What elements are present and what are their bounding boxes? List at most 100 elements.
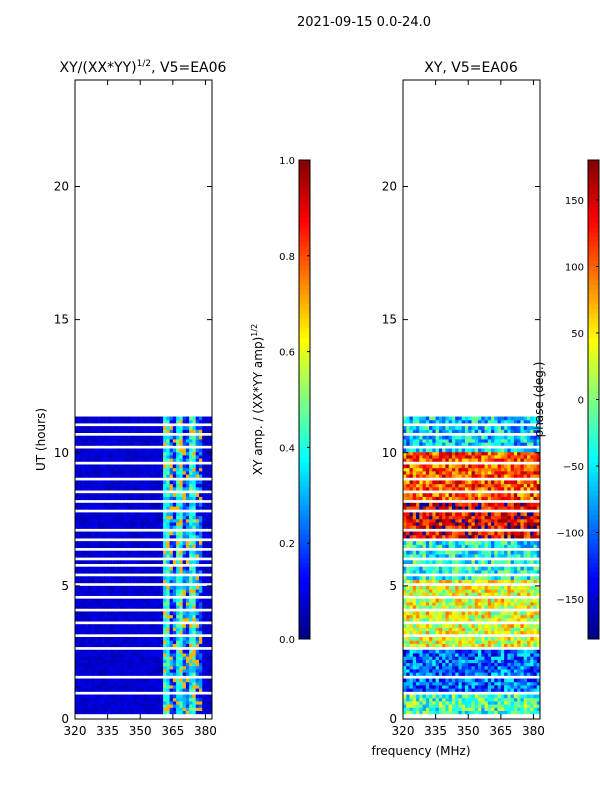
heatmap-cell (94, 688, 99, 692)
heatmap-cell (91, 486, 96, 491)
heatmap-cell (445, 636, 450, 641)
heatmap-cell (192, 601, 197, 606)
heatmap-cell (110, 438, 115, 443)
heatmap-cell (455, 592, 459, 596)
heatmap-cell (120, 627, 125, 632)
heatmap-cell (429, 576, 433, 580)
heatmap-cell (75, 643, 79, 648)
colorbar-segment (299, 533, 310, 539)
heatmap-cell (97, 576, 102, 580)
heatmap-cell (130, 576, 135, 580)
heatmap-cell (530, 684, 534, 689)
heatmap-cell (442, 589, 446, 593)
heatmap-cell (182, 697, 187, 702)
heatmap-cell (88, 512, 92, 517)
heatmap-cell (425, 531, 430, 536)
heatmap-cell (205, 678, 210, 683)
heatmap-cell (159, 438, 164, 443)
heatmap-cell (536, 534, 541, 539)
colorbar-segment (299, 581, 310, 587)
heatmap-cell (120, 614, 125, 619)
heatmap-cell (205, 525, 210, 529)
heatmap-cell (412, 665, 417, 670)
heatmap-cell (425, 688, 430, 692)
heatmap-cell (172, 553, 177, 558)
heatmap-cell (101, 454, 105, 459)
heatmap-cell (104, 470, 109, 475)
heatmap-cell (110, 656, 115, 660)
heatmap-cell (487, 643, 492, 648)
heatmap-cell (484, 598, 489, 603)
heatmap-cell (202, 419, 206, 424)
heatmap-cell (487, 579, 492, 584)
heatmap-cell (491, 649, 495, 654)
heatmap-cell (75, 672, 79, 676)
heatmap-cell (159, 611, 164, 616)
heatmap-cell (526, 694, 531, 699)
heatmap-cell (416, 592, 420, 596)
heatmap-cell (114, 470, 118, 475)
heatmap-cell (75, 681, 79, 686)
heatmap-cell (120, 486, 125, 491)
heatmap-cell (455, 627, 459, 632)
heatmap-cell (487, 598, 492, 603)
heatmap-cell (136, 569, 141, 574)
heatmap-cell (530, 659, 534, 664)
heatmap-cell (156, 451, 161, 456)
heatmap-cell (101, 515, 105, 520)
heatmap-cell (195, 668, 200, 673)
heatmap-cell (429, 525, 433, 529)
heatmap-cell (195, 467, 200, 472)
heatmap-cell (185, 521, 190, 526)
heatmap-cell (409, 541, 414, 545)
heatmap-cell (198, 678, 203, 683)
heatmap-cell (176, 506, 180, 510)
heatmap-cell (84, 464, 89, 469)
colorbar-segment (299, 332, 310, 338)
heatmap-cell (406, 601, 411, 606)
colorbar-segment (299, 375, 310, 381)
heatmap-cell (163, 643, 167, 648)
heatmap-cell (419, 624, 424, 628)
heatmap-cell (205, 544, 210, 549)
heatmap-cell (185, 688, 190, 692)
heatmap-cell (513, 605, 518, 609)
heatmap-cell (156, 525, 161, 529)
heatmap-cell (114, 601, 118, 606)
heatmap-cell (451, 630, 456, 635)
heatmap-cell (104, 569, 109, 574)
heatmap-cell (494, 684, 499, 689)
heatmap-cell (143, 649, 148, 654)
heatmap-cell (478, 541, 482, 545)
heatmap-cell (189, 617, 193, 622)
heatmap-cell (429, 579, 433, 584)
heatmap-cell (464, 684, 469, 689)
heatmap-cell (530, 707, 534, 711)
heatmap-cell (192, 605, 197, 609)
heatmap-cell (435, 662, 440, 667)
heatmap-cell (195, 438, 200, 443)
heatmap-cell (107, 458, 112, 462)
heatmap-cell (517, 668, 521, 673)
heatmap-cell (136, 541, 141, 545)
heatmap-cell (107, 496, 112, 501)
heatmap-cell (159, 576, 164, 580)
heatmap-cell (81, 579, 86, 584)
heatmap-cell (123, 544, 128, 549)
heatmap-cell (429, 659, 433, 664)
heatmap-cell (166, 688, 171, 692)
heatmap-cell (94, 429, 99, 434)
heatmap-cell (425, 614, 430, 619)
heatmap-cell (166, 700, 171, 705)
heatmap-cell (166, 470, 171, 475)
heatmap-cell (195, 601, 200, 606)
heatmap-cell (88, 458, 92, 462)
heatmap-cell (429, 560, 433, 565)
heatmap-cell (143, 502, 148, 507)
heatmap-cell (182, 700, 187, 705)
heatmap-cell (497, 640, 502, 644)
heatmap-cell (156, 419, 161, 424)
heatmap-cell (487, 656, 492, 660)
heatmap-cell (432, 643, 437, 648)
heatmap-cell (94, 470, 99, 475)
